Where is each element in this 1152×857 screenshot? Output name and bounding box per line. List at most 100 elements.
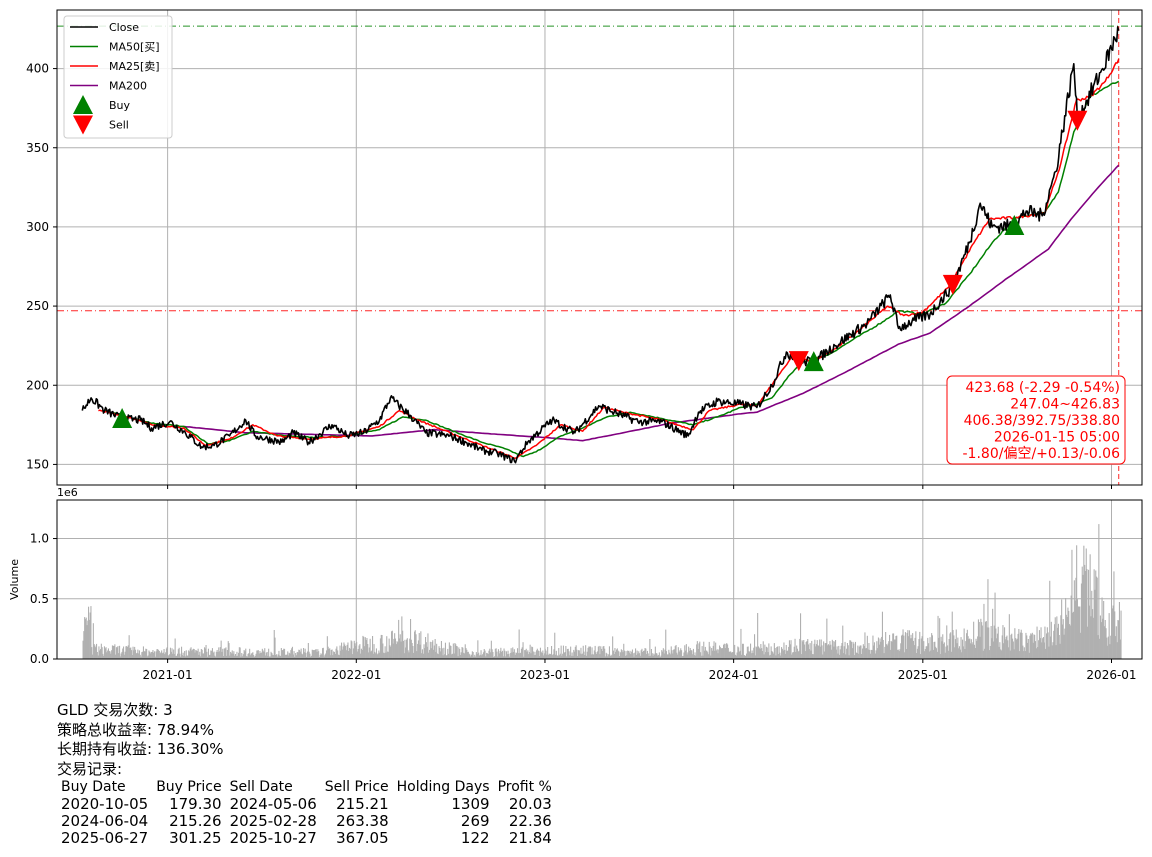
volume-bar bbox=[657, 655, 659, 659]
volume-bar bbox=[216, 650, 218, 659]
volume-bar bbox=[480, 650, 482, 659]
volume-bar bbox=[1088, 605, 1090, 659]
volume-bar bbox=[437, 654, 439, 659]
volume-bar bbox=[1026, 635, 1028, 659]
volume-bar bbox=[554, 632, 556, 659]
volume-bar bbox=[240, 656, 242, 659]
volume-bar bbox=[794, 638, 796, 659]
volume-bar bbox=[335, 648, 337, 659]
volume-bar bbox=[207, 656, 209, 659]
volume-bar bbox=[391, 631, 393, 659]
volume-bar bbox=[938, 637, 940, 659]
volume-bar bbox=[707, 652, 709, 659]
volume-bar bbox=[658, 652, 660, 659]
volume-bar bbox=[650, 649, 652, 659]
volume-bar bbox=[827, 644, 829, 659]
volume-bar bbox=[1073, 580, 1075, 659]
volume-bar bbox=[517, 648, 519, 659]
volume-bar bbox=[375, 648, 377, 659]
volume-bar bbox=[165, 648, 167, 659]
volume-bar bbox=[307, 643, 309, 659]
volume-bar bbox=[1076, 599, 1078, 659]
annotation-line: 423.68 (-2.29 -0.54%) bbox=[965, 380, 1120, 396]
volume-bar bbox=[617, 650, 619, 659]
volume-bar bbox=[840, 645, 842, 659]
volume-bar bbox=[1084, 564, 1086, 659]
volume-bar bbox=[278, 650, 280, 659]
volume-bar bbox=[675, 645, 677, 659]
volume-bar bbox=[134, 649, 136, 659]
volume-bar bbox=[380, 634, 382, 659]
volume-bar bbox=[725, 643, 727, 659]
volume-bar bbox=[490, 640, 492, 659]
header-holding-days: Holding Days bbox=[396, 779, 490, 795]
volume-bar bbox=[535, 654, 537, 659]
volume-bar bbox=[183, 656, 185, 659]
volume-bar bbox=[382, 643, 384, 659]
volume-bar bbox=[665, 629, 667, 659]
volume-bar bbox=[404, 639, 406, 659]
volume-bar bbox=[299, 650, 301, 659]
volume-bar bbox=[387, 651, 389, 659]
volume-bar bbox=[396, 641, 398, 659]
volume-bar bbox=[877, 637, 879, 659]
volume-bar bbox=[684, 645, 686, 659]
volume-bar bbox=[772, 652, 774, 659]
volume-bar bbox=[96, 643, 98, 659]
volume-bar bbox=[509, 653, 511, 659]
volume-bar bbox=[1108, 613, 1110, 659]
volume-bar bbox=[423, 644, 425, 659]
volume-bar bbox=[317, 649, 319, 659]
volume-bar bbox=[997, 626, 999, 659]
volume-bar bbox=[349, 648, 351, 659]
volume-bar bbox=[167, 656, 169, 659]
volume-bar bbox=[917, 646, 919, 659]
volume-bar bbox=[978, 622, 980, 659]
volume-bar bbox=[672, 653, 674, 659]
volume-bar bbox=[599, 654, 601, 659]
volume-bar bbox=[362, 635, 364, 659]
volume-bar bbox=[798, 650, 800, 659]
volume-bar bbox=[734, 654, 736, 659]
volume-bar bbox=[778, 646, 780, 659]
volume-bar bbox=[783, 642, 785, 659]
volume-bar bbox=[379, 652, 381, 659]
volume-bar bbox=[692, 648, 694, 659]
volume-bar bbox=[1099, 615, 1101, 659]
volume-bar bbox=[352, 654, 354, 659]
volume-bar bbox=[947, 645, 949, 659]
volume-bar bbox=[536, 648, 538, 659]
volume-bar bbox=[1074, 600, 1076, 659]
date-tick-label: 2022-01 bbox=[331, 668, 381, 682]
volume-bar bbox=[958, 648, 960, 659]
volume-bar bbox=[826, 618, 828, 659]
volume-bar bbox=[654, 646, 656, 659]
volume-bar bbox=[685, 650, 687, 659]
annotation-line: -1.80/偏空/+0.13/-0.06 bbox=[963, 446, 1121, 462]
volume-bar bbox=[629, 650, 631, 659]
volume-bar bbox=[403, 653, 405, 659]
volume-bar bbox=[808, 649, 810, 659]
volume-bar bbox=[886, 645, 888, 659]
volume-bar bbox=[918, 639, 920, 659]
volume-bar bbox=[162, 652, 164, 659]
volume-bar bbox=[744, 655, 746, 659]
volume-bar bbox=[891, 641, 893, 659]
volume-bar bbox=[966, 629, 968, 659]
volume-bar bbox=[681, 650, 683, 659]
volume-bar bbox=[1091, 590, 1093, 659]
volume-bar bbox=[1062, 619, 1064, 659]
volume-bar bbox=[786, 651, 788, 659]
volume-bar bbox=[1024, 651, 1026, 659]
volume-bar bbox=[91, 647, 93, 659]
volume-bar bbox=[430, 648, 432, 659]
volume-bar bbox=[268, 656, 270, 659]
volume-bar bbox=[704, 650, 706, 659]
volume-bar bbox=[534, 651, 536, 659]
volume-bar bbox=[743, 655, 745, 659]
volume-bar bbox=[386, 636, 388, 659]
volume-bar bbox=[834, 641, 836, 659]
volume-bar bbox=[448, 642, 450, 659]
volume-bar bbox=[326, 636, 328, 659]
volume-bar bbox=[750, 643, 752, 659]
